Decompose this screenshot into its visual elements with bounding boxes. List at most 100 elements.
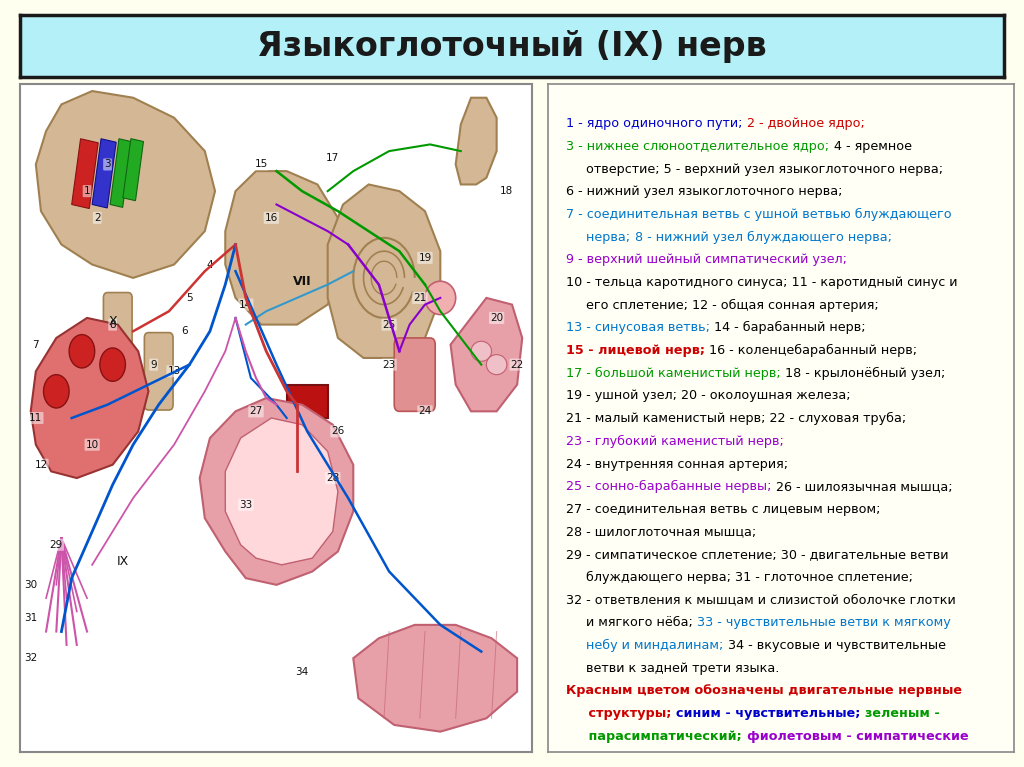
Text: 16 - коленцебарабанный нерв;: 16 - коленцебарабанный нерв;: [706, 344, 918, 357]
Text: 2: 2: [94, 212, 100, 223]
Text: 27: 27: [250, 407, 262, 416]
Text: 14 - барабанный нерв;: 14 - барабанный нерв;: [711, 321, 866, 334]
Bar: [92, 139, 116, 208]
Text: 1 - ядро одиночного пути;: 1 - ядро одиночного пути;: [566, 117, 746, 130]
Text: 26: 26: [332, 426, 344, 436]
Text: 24: 24: [419, 407, 431, 416]
Text: 13 - синусовая ветвь;: 13 - синусовая ветвь;: [566, 321, 711, 334]
Text: 3 - нижнее слюноотделительное ядро;: 3 - нижнее слюноотделительное ядро;: [566, 140, 829, 153]
Ellipse shape: [44, 374, 70, 408]
Polygon shape: [36, 91, 215, 278]
Text: блуждающего нерва; 31 - глоточное сплетение;: блуждающего нерва; 31 - глоточное сплете…: [566, 571, 913, 584]
Text: 17: 17: [327, 153, 339, 163]
Text: 24 - внутренняя сонная артерия;: 24 - внутренняя сонная артерия;: [566, 458, 788, 471]
Text: 21: 21: [414, 293, 426, 303]
Text: 4 - яремное: 4 - яремное: [829, 140, 911, 153]
Text: структуры;: структуры;: [566, 707, 676, 720]
Text: 29: 29: [50, 540, 62, 550]
Text: 21 - малый каменистый нерв; 22 - слуховая труба;: 21 - малый каменистый нерв; 22 - слухова…: [566, 412, 906, 425]
Text: 25: 25: [383, 320, 395, 330]
Text: 8 - нижний узел блуждающего нерва;: 8 - нижний узел блуждающего нерва;: [635, 231, 892, 244]
Text: 27 - соединительная ветвь с лицевым нервом;: 27 - соединительная ветвь с лицевым нерв…: [566, 503, 881, 516]
Polygon shape: [451, 298, 522, 411]
Text: 6: 6: [181, 326, 187, 336]
Text: 1: 1: [84, 186, 90, 196]
Text: и мягкого нёба;: и мягкого нёба;: [566, 617, 697, 630]
Polygon shape: [328, 185, 440, 358]
Text: 22: 22: [511, 360, 523, 370]
Text: отверстие; 5 - верхний узел языкоглоточного нерва;: отверстие; 5 - верхний узел языкоглоточн…: [566, 163, 943, 176]
Text: 23: 23: [383, 360, 395, 370]
Text: 9 - верхний шейный симпатический узел;: 9 - верхний шейный симпатический узел;: [566, 253, 848, 266]
Text: парасимпатический;: парасимпатический;: [566, 730, 746, 742]
Text: Языкоглоточный (IX) нерв: Языкоглоточный (IX) нерв: [257, 29, 767, 63]
Polygon shape: [456, 97, 497, 185]
Text: 18: 18: [501, 186, 513, 196]
Text: 19: 19: [419, 253, 431, 263]
Text: 32 - ответвления к мышцам и слизистой оболочке глотки: 32 - ответвления к мышцам и слизистой об…: [566, 594, 956, 607]
Ellipse shape: [486, 354, 507, 374]
Polygon shape: [225, 171, 343, 324]
Text: синим - чувствительные;: синим - чувствительные;: [676, 707, 865, 720]
Polygon shape: [200, 398, 353, 584]
Text: 31: 31: [25, 613, 37, 624]
Text: 20: 20: [490, 313, 503, 323]
Text: 33: 33: [240, 500, 252, 510]
FancyBboxPatch shape: [394, 338, 435, 411]
Text: зеленым -: зеленым -: [865, 707, 940, 720]
Ellipse shape: [425, 281, 456, 314]
Text: 12: 12: [35, 459, 47, 469]
Text: 8: 8: [110, 320, 116, 330]
Text: 19 - ушной узел; 20 - околоушная железа;: 19 - ушной узел; 20 - околоушная железа;: [566, 390, 851, 403]
Text: 13: 13: [168, 367, 180, 377]
Text: небу и миндалинам;: небу и миндалинам;: [566, 639, 724, 652]
Polygon shape: [353, 625, 517, 732]
Ellipse shape: [70, 334, 94, 368]
Text: 15 - лицевой нерв;: 15 - лицевой нерв;: [566, 344, 706, 357]
FancyBboxPatch shape: [103, 292, 132, 370]
Polygon shape: [31, 318, 148, 478]
Text: 2 - двойное ядро;: 2 - двойное ядро;: [746, 117, 865, 130]
Text: 6 - нижний узел языкоглоточного нерва;: 6 - нижний узел языкоглоточного нерва;: [566, 186, 843, 199]
Text: 15: 15: [255, 160, 267, 170]
Text: 34 - вкусовые и чувствительные: 34 - вкусовые и чувствительные: [724, 639, 946, 652]
Bar: [123, 139, 143, 201]
Text: 14: 14: [240, 300, 252, 310]
Bar: [72, 139, 98, 209]
Text: 25 - сонно-барабанные нервы;: 25 - сонно-барабанные нервы;: [566, 480, 772, 493]
Text: 7: 7: [33, 340, 39, 350]
Ellipse shape: [471, 341, 492, 361]
Text: 33 - чувствительные ветви к мягкому: 33 - чувствительные ветви к мягкому: [697, 617, 951, 630]
Text: 9: 9: [151, 360, 157, 370]
Bar: [287, 385, 328, 418]
Text: 10: 10: [86, 439, 98, 449]
Text: 11: 11: [30, 413, 42, 423]
Text: IX: IX: [117, 555, 129, 568]
Text: 28 - шилоглоточная мышца;: 28 - шилоглоточная мышца;: [566, 525, 757, 538]
Text: ветви к задней трети языка.: ветви к задней трети языка.: [566, 662, 780, 675]
Text: его сплетение; 12 - общая сонная артерия;: его сплетение; 12 - общая сонная артерия…: [566, 298, 880, 311]
Text: 4: 4: [207, 259, 213, 269]
Text: 5: 5: [186, 293, 193, 303]
Text: X: X: [109, 314, 117, 328]
Text: фиолетовым - симпатические: фиолетовым - симпатические: [746, 730, 969, 742]
Text: 10 - тельца каротидного синуса; 11 - каротидный синус и: 10 - тельца каротидного синуса; 11 - кар…: [566, 276, 958, 289]
Text: 17 - большой каменистый нерв;: 17 - большой каменистый нерв;: [566, 367, 781, 380]
Polygon shape: [225, 418, 338, 565]
Text: Красным цветом обозначены двигательные нервные: Красным цветом обозначены двигательные н…: [566, 684, 963, 697]
Bar: [287, 438, 328, 472]
Text: 28: 28: [327, 473, 339, 483]
Text: нерва;: нерва;: [566, 231, 635, 244]
Text: 29 - симпатическое сплетение; 30 - двигательные ветви: 29 - симпатическое сплетение; 30 - двига…: [566, 548, 949, 561]
Text: 3: 3: [104, 160, 111, 170]
FancyBboxPatch shape: [144, 333, 173, 410]
Text: VII: VII: [293, 275, 311, 288]
Text: 30: 30: [25, 580, 37, 590]
Text: 32: 32: [25, 653, 37, 663]
Text: 18 - крылонёбный узел;: 18 - крылонёбный узел;: [781, 367, 945, 380]
Text: 16: 16: [265, 212, 278, 223]
Ellipse shape: [100, 348, 125, 381]
Text: 7 - соединительная ветвь с ушной ветвью блуждающего: 7 - соединительная ветвь с ушной ветвью …: [566, 208, 952, 221]
Text: 34: 34: [296, 667, 308, 676]
Text: 26 - шилоязычная мышца;: 26 - шилоязычная мышца;: [772, 480, 952, 493]
